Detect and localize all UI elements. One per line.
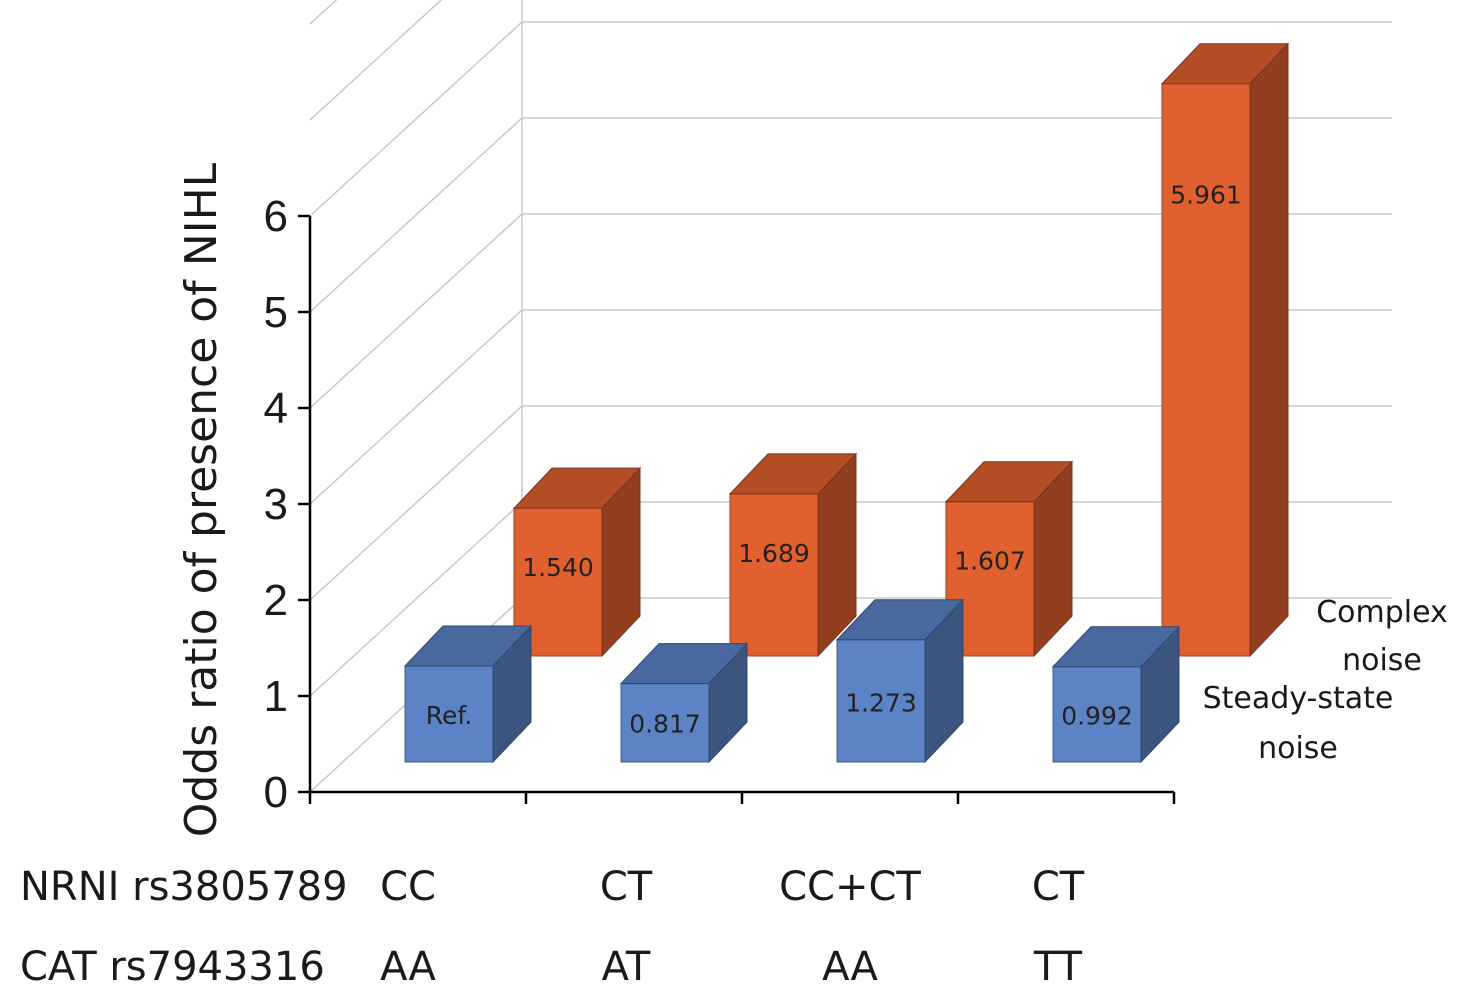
category-label: CT — [1032, 864, 1085, 910]
gridline-diagonal — [309, 405, 523, 601]
series-label-complex: noise — [1342, 643, 1422, 678]
y-tick-label: 4 — [264, 384, 288, 433]
category-label: AT — [602, 944, 651, 990]
complex-noise-bar-side — [1249, 42, 1289, 658]
steady-state-noise-bar-front — [1052, 666, 1142, 763]
category-label: AA — [822, 944, 878, 990]
steady-state-noise-bar-front — [836, 639, 926, 763]
data-label: 0.992 — [1061, 701, 1133, 730]
y-tick-label: 0 — [264, 768, 288, 817]
steady-state-noise-bars — [403, 598, 1181, 764]
series-label-steady: Steady-state — [1203, 681, 1394, 716]
steady-state-noise-bar-top — [403, 625, 533, 667]
data-label: 0.817 — [629, 709, 701, 738]
complex-noise-bar-front — [1161, 83, 1251, 657]
y-tick-label: 2 — [264, 576, 288, 625]
gridline-diagonal — [309, 0, 338, 25]
category-row-label: CAT rs7943316 — [20, 944, 325, 990]
gridline-diagonal — [309, 309, 523, 505]
category-label: CC — [380, 864, 436, 910]
y-tick-label: 5 — [264, 288, 288, 337]
complex-noise-bar-top — [728, 453, 858, 495]
gridline-diagonal — [309, 21, 523, 217]
category-label: CC+CT — [779, 864, 921, 910]
y-axis-label: Odds ratio of presence of NIHL — [176, 162, 227, 837]
category-label: AA — [380, 944, 436, 990]
complex-noise-bar-top — [1160, 43, 1290, 85]
gridline-diagonal — [309, 0, 443, 121]
y-tick-label: 6 — [264, 192, 288, 241]
category-label: TT — [1033, 944, 1083, 990]
complex-noise-bar-front — [729, 493, 819, 657]
steady-state-noise-bar-top — [835, 599, 965, 641]
data-label: 1.607 — [954, 547, 1026, 576]
data-label: 1.273 — [845, 688, 917, 717]
y-tick-label: 1 — [264, 672, 288, 721]
category-label: CT — [600, 864, 653, 910]
complex-noise-bar-top — [512, 467, 642, 509]
y-tick-label: 3 — [264, 480, 288, 529]
gridline-diagonal — [309, 213, 523, 409]
category-row-label: NRNI rs3805789 — [20, 864, 348, 910]
data-label: 1.689 — [738, 539, 810, 568]
complex-noise-bar-top — [944, 461, 1074, 503]
data-label: 1.540 — [522, 553, 594, 582]
axes — [298, 214, 1176, 804]
data-label: Ref. — [426, 701, 473, 730]
data-label: 5.961 — [1170, 181, 1242, 210]
gridline-diagonal — [309, 117, 523, 313]
series-label-steady: noise — [1258, 731, 1338, 766]
steady-state-noise-bar-top — [1051, 626, 1181, 668]
steady-state-noise-bar-top — [619, 643, 749, 685]
chart-labels: 0 1 2 3 4 5 6 Odds ratio of presence of NIHL 1.5… — [20, 162, 1448, 990]
gridline-diagonal — [309, 501, 523, 697]
series-label-complex: Complex — [1316, 595, 1448, 630]
complex-noise-bars — [512, 42, 1290, 658]
